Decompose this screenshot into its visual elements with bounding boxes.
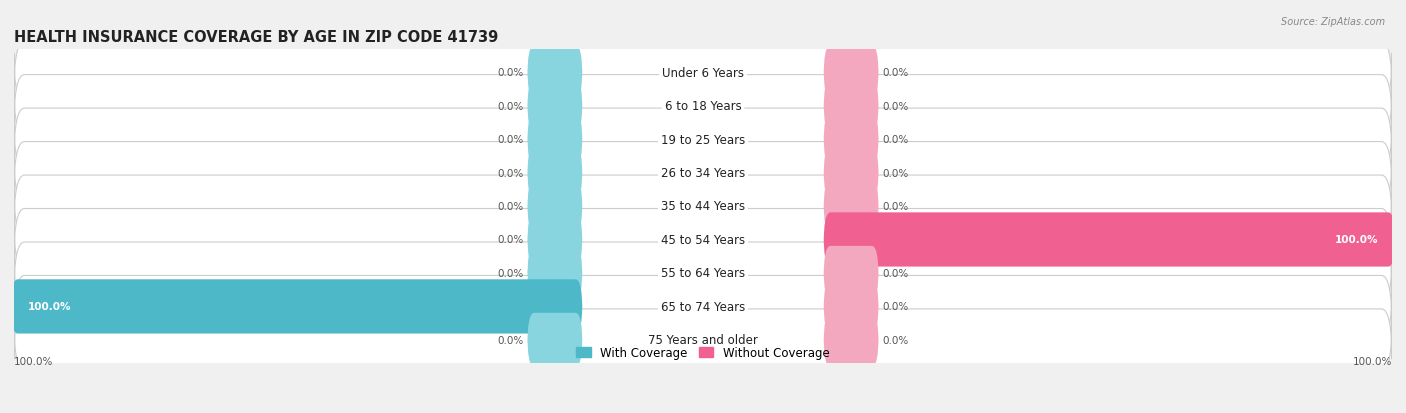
FancyBboxPatch shape [14,109,1392,171]
FancyBboxPatch shape [824,313,879,367]
Text: 0.0%: 0.0% [882,68,908,78]
Text: 0.0%: 0.0% [882,335,908,345]
FancyBboxPatch shape [527,180,582,233]
Text: Source: ZipAtlas.com: Source: ZipAtlas.com [1281,17,1385,26]
Text: 6 to 18 Years: 6 to 18 Years [665,100,741,113]
Text: 0.0%: 0.0% [882,301,908,312]
Text: 0.0%: 0.0% [882,202,908,211]
FancyBboxPatch shape [824,146,879,200]
Text: 75 Years and older: 75 Years and older [648,334,758,347]
Text: 100.0%: 100.0% [1334,235,1378,245]
FancyBboxPatch shape [527,246,582,300]
FancyBboxPatch shape [824,46,879,100]
FancyBboxPatch shape [14,76,1392,137]
FancyBboxPatch shape [14,276,1392,337]
Text: 45 to 54 Years: 45 to 54 Years [661,233,745,247]
FancyBboxPatch shape [527,146,582,200]
Text: HEALTH INSURANCE COVERAGE BY AGE IN ZIP CODE 41739: HEALTH INSURANCE COVERAGE BY AGE IN ZIP … [14,30,498,45]
FancyBboxPatch shape [14,42,1392,104]
Text: 0.0%: 0.0% [882,268,908,278]
FancyBboxPatch shape [527,213,582,267]
Text: 0.0%: 0.0% [498,101,524,112]
Legend: With Coverage, Without Coverage: With Coverage, Without Coverage [572,342,834,364]
FancyBboxPatch shape [527,313,582,367]
Text: 0.0%: 0.0% [498,235,524,245]
FancyBboxPatch shape [14,176,1392,237]
FancyBboxPatch shape [14,309,1392,371]
Text: 0.0%: 0.0% [882,135,908,145]
FancyBboxPatch shape [824,280,879,334]
FancyBboxPatch shape [527,79,582,133]
FancyBboxPatch shape [14,142,1392,204]
Text: 0.0%: 0.0% [498,268,524,278]
Text: 0.0%: 0.0% [498,135,524,145]
FancyBboxPatch shape [14,242,1392,304]
Text: 0.0%: 0.0% [498,335,524,345]
FancyBboxPatch shape [11,280,582,334]
Text: 0.0%: 0.0% [498,168,524,178]
Text: 100.0%: 100.0% [1353,356,1392,366]
Text: 26 to 34 Years: 26 to 34 Years [661,166,745,180]
FancyBboxPatch shape [14,209,1392,271]
Text: 19 to 25 Years: 19 to 25 Years [661,133,745,146]
Text: 0.0%: 0.0% [498,202,524,211]
Text: 0.0%: 0.0% [882,101,908,112]
Text: 0.0%: 0.0% [498,68,524,78]
FancyBboxPatch shape [824,213,1395,267]
FancyBboxPatch shape [527,46,582,100]
Text: Under 6 Years: Under 6 Years [662,66,744,79]
FancyBboxPatch shape [824,113,879,167]
Text: 65 to 74 Years: 65 to 74 Years [661,300,745,313]
FancyBboxPatch shape [824,246,879,300]
Text: 55 to 64 Years: 55 to 64 Years [661,267,745,280]
Text: 35 to 44 Years: 35 to 44 Years [661,200,745,213]
Text: 100.0%: 100.0% [14,356,53,366]
FancyBboxPatch shape [527,113,582,167]
FancyBboxPatch shape [824,180,879,233]
Text: 100.0%: 100.0% [28,301,72,312]
FancyBboxPatch shape [824,79,879,133]
Text: 0.0%: 0.0% [882,168,908,178]
